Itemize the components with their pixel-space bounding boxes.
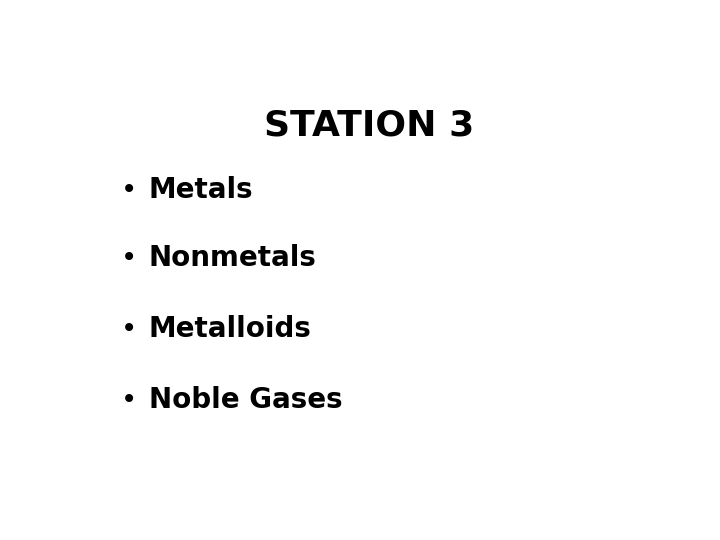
Text: Metals: Metals xyxy=(148,176,253,204)
Text: •: • xyxy=(121,386,138,414)
Text: •: • xyxy=(121,315,138,343)
Text: •: • xyxy=(121,176,138,204)
Text: •: • xyxy=(121,244,138,272)
Text: Nonmetals: Nonmetals xyxy=(148,244,317,272)
Text: STATION 3: STATION 3 xyxy=(264,109,474,143)
Text: Noble Gases: Noble Gases xyxy=(148,386,342,414)
Text: Metalloids: Metalloids xyxy=(148,315,312,343)
